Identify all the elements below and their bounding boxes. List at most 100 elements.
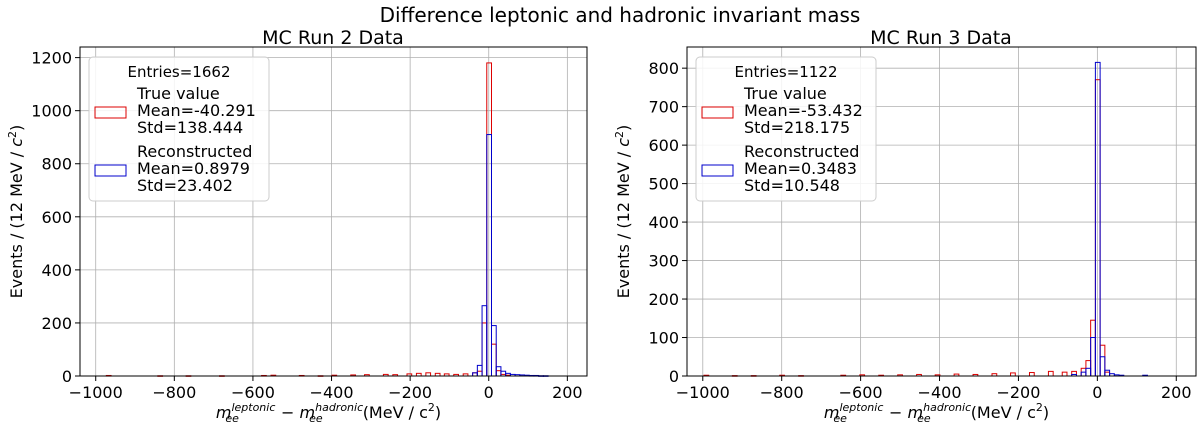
y-tick-label: 600	[648, 136, 679, 155]
chart-run3: MC Run 3 Data −1000 −800 −600 −400 −200 0 200 0…	[613, 27, 1197, 425]
x-label-m2: m	[908, 403, 924, 422]
x-label-sub2: ee	[917, 412, 931, 425]
legend: Entries=1122 True value Mean=-53.432 Std…	[695, 56, 877, 202]
y-axis-label-sup: 2	[613, 131, 626, 138]
y-tick-label: 600	[41, 208, 72, 227]
legend-std: Std=138.444	[137, 118, 243, 137]
y-tick-label: 500	[648, 175, 679, 194]
y-tick-label: 400	[41, 261, 72, 280]
x-label-sub1: ee	[833, 412, 847, 425]
x-tick-label: −600	[839, 383, 883, 402]
legend-label: True value	[136, 84, 220, 103]
y-tick-label: 700	[648, 98, 679, 117]
histogram-bin	[1090, 319, 1096, 377]
x-label-sup1: leptonic	[839, 401, 883, 414]
y-tick-label: 1200	[31, 49, 72, 68]
x-tick-label: −200	[388, 383, 432, 402]
histogram-bin	[495, 366, 502, 377]
legend-swatch-reco	[701, 164, 734, 177]
y-tick-label: 200	[648, 290, 679, 309]
y-tick-label: 0	[669, 367, 679, 386]
y-axis-label-text: Events / (12 MeV /	[614, 151, 633, 298]
x-label-unit: (MeV / c	[971, 403, 1036, 422]
plot-frame	[79, 46, 588, 377]
x-tick-label: 200	[552, 383, 583, 402]
legend-mean: Mean=-40.291	[137, 101, 256, 120]
plot-frame	[686, 46, 1197, 377]
legend-title: Entries=1122	[735, 63, 838, 81]
x-tick-label: −400	[918, 383, 962, 402]
legend-entry-true: True value Mean=-53.432 Std=218.175	[701, 84, 863, 137]
y-axis-label: Events / (12 MeV / c2)	[6, 125, 26, 299]
histogram-bin	[1080, 371, 1087, 377]
chart-run2: MC Run 2 Data −1000 −800 −600 −400 −200 0 200 0…	[6, 27, 588, 425]
histogram-bin	[481, 322, 488, 377]
histogram-bin	[1047, 370, 1054, 377]
legend-mean: Mean=-53.432	[744, 101, 863, 120]
legend: Entries=1662 True value Mean=-40.291 Std…	[88, 56, 270, 202]
x-tick-label: −600	[231, 383, 275, 402]
x-label-unit-sup: 2	[428, 401, 435, 414]
y-axis-label-close: )	[614, 125, 633, 131]
histogram-bin	[1104, 371, 1111, 377]
y-tick-label: 400	[648, 213, 679, 232]
x-label-sub1: ee	[225, 412, 239, 425]
x-label-unit-close: )	[435, 403, 441, 422]
x-label-m1: m	[824, 403, 840, 422]
x-label-sup2: hadronic	[923, 401, 971, 414]
legend-box	[88, 56, 270, 202]
legend-swatch-reco	[94, 164, 127, 177]
histogram-bin	[1099, 356, 1106, 377]
chart-title: MC Run 3 Data	[870, 27, 1012, 49]
x-label-sub2: ee	[309, 412, 323, 425]
x-label-m2: m	[300, 403, 316, 422]
histogram-bin	[495, 370, 502, 377]
y-tick-label: 300	[648, 252, 679, 271]
y-tick-label: 800	[648, 59, 679, 78]
y-tick-label: 200	[41, 314, 72, 333]
legend-entry-reco: Reconstructed Mean=0.8979 Std=23.402	[94, 142, 252, 195]
histogram-bin	[1104, 369, 1111, 377]
axis-ticks: −1000 −800 −600 −400 −200 0 200 0 200 400 600 800 10…	[31, 49, 582, 402]
y-axis-label-close: )	[7, 125, 26, 131]
x-tick-label: −400	[310, 383, 354, 402]
x-label-unit: (MeV / c	[363, 403, 428, 422]
chart-title: MC Run 2 Data	[262, 27, 404, 49]
x-tick-label: −800	[152, 383, 196, 402]
histogram-bin	[490, 325, 497, 377]
histogram-bin	[490, 343, 497, 377]
y-axis-label: Events / (12 MeV / c2)	[613, 125, 633, 299]
y-axis-label-text: Events / (12 MeV /	[7, 151, 26, 298]
legend-box	[695, 56, 877, 202]
legend-title: Entries=1662	[128, 63, 231, 81]
x-tick-label: −200	[996, 383, 1040, 402]
histogram-bin	[1099, 344, 1106, 377]
x-label-unit-close: )	[1043, 403, 1049, 422]
x-axis-label: mleptonic ee − mhadronic ee (MeV / c2)	[216, 401, 441, 425]
legend-mean: Mean=0.8979	[137, 159, 250, 178]
histogram-bin	[1071, 370, 1077, 377]
x-tick-label: −1000	[676, 383, 730, 402]
legend-label: Reconstructed	[137, 142, 252, 161]
y-tick-label: 1000	[31, 102, 72, 121]
legend-std: Std=10.548	[744, 176, 840, 195]
x-tick-label: −1000	[69, 383, 123, 402]
x-axis-label: mleptonic ee − mhadronic ee (MeV / c2)	[824, 401, 1049, 425]
legend-entry-true: True value Mean=-40.291 Std=138.444	[94, 84, 256, 137]
x-tick-label: −800	[760, 383, 804, 402]
histogram-bin	[1090, 337, 1096, 377]
x-label-unit-sup: 2	[1036, 401, 1043, 414]
x-label-sup1: leptonic	[231, 401, 275, 414]
legend-label: Reconstructed	[744, 142, 859, 161]
histogram-bin	[476, 370, 483, 377]
legend-swatch-true	[94, 106, 127, 119]
y-tick-label: 0	[62, 367, 72, 386]
legend-std: Std=218.175	[744, 118, 850, 137]
legend-entry-reco: Reconstructed Mean=0.3483 Std=10.548	[701, 142, 859, 195]
histogram-bin	[1085, 367, 1092, 377]
legend-swatch-true	[701, 106, 734, 119]
x-tick-label: 0	[1092, 383, 1102, 402]
y-axis-label-sup: 2	[6, 131, 19, 138]
y-axis-label-c: c	[7, 138, 26, 147]
legend-std: Std=23.402	[137, 176, 233, 195]
